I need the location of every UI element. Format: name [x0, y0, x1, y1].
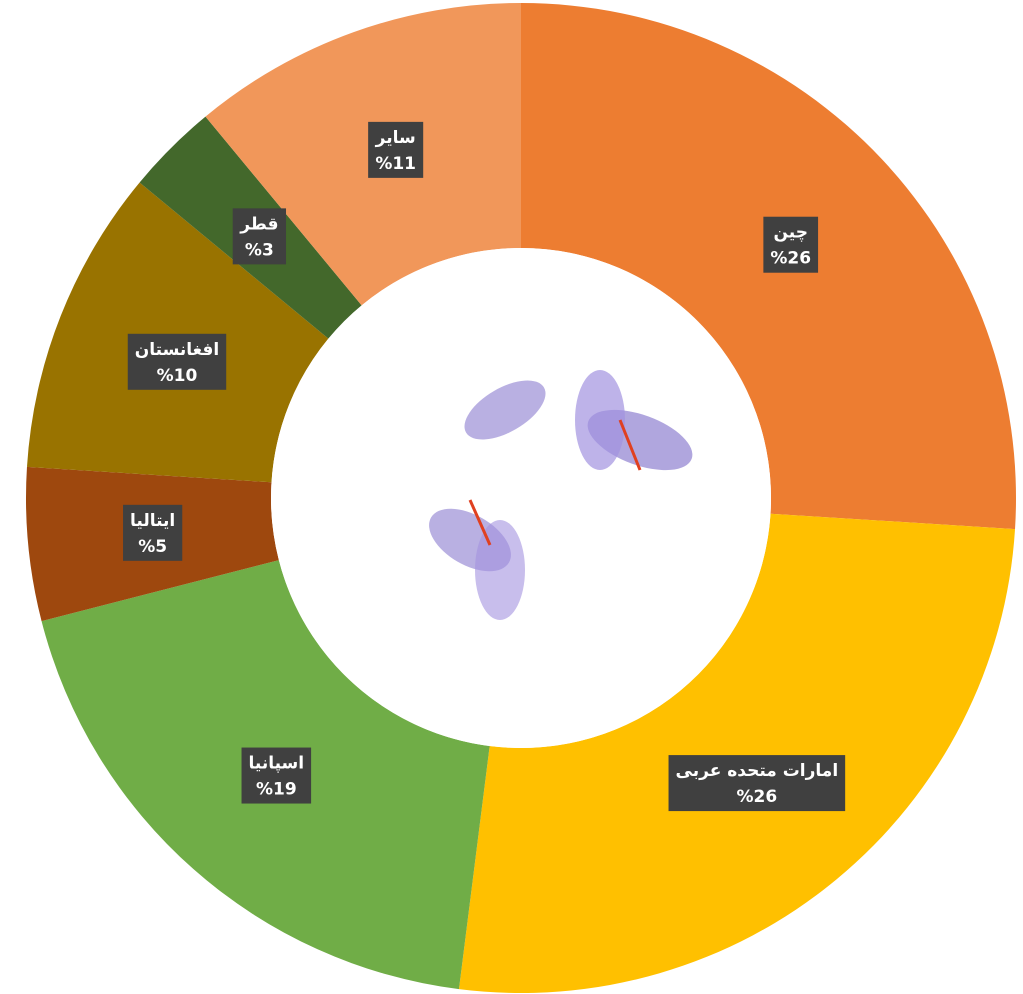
data-label: اسپانیا %19 [242, 748, 312, 804]
label-name: امارات متحده عربی [676, 761, 839, 781]
label-value: %5 [138, 537, 167, 557]
data-label: چین %26 [763, 217, 818, 273]
data-label: قطر %3 [233, 208, 286, 264]
data-label: سایر %11 [368, 122, 423, 178]
data-label: امارات متحده عربی %26 [669, 755, 846, 811]
label-value: %19 [256, 780, 297, 800]
label-name: چین [773, 223, 808, 243]
data-label: افغانستان %10 [128, 334, 226, 390]
chart: چین %26 امارات متحده عربی %26 اسپانیا %19 ایتا… [0, 0, 1023, 994]
data-label: ایتالیا %5 [123, 505, 182, 561]
label-value: %3 [245, 240, 274, 260]
label-name: سایر [375, 128, 416, 148]
label-value: %11 [375, 154, 416, 174]
label-value: %26 [770, 249, 811, 269]
label-value: %26 [736, 787, 777, 807]
label-name: ایتالیا [130, 511, 175, 531]
donut-hole [271, 248, 771, 748]
label-name: افغانستان [135, 340, 219, 360]
label-value: %10 [157, 366, 198, 386]
label-name: اسپانیا [249, 754, 305, 774]
label-name: قطر [239, 214, 278, 234]
